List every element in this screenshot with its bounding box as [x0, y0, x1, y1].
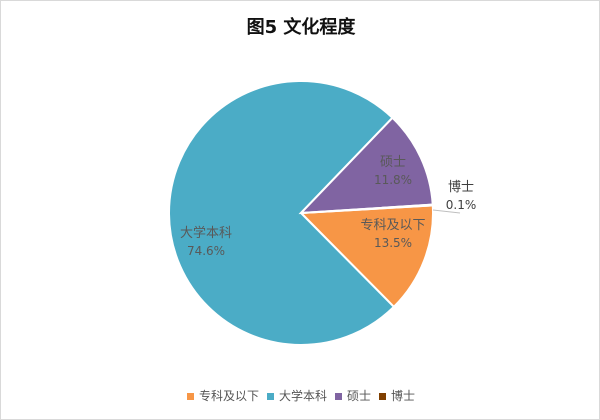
pie-slice-0 [298, 204, 434, 309]
legend-item: 博士 [379, 387, 415, 404]
legend-swatch [335, 393, 342, 400]
legend-swatch [379, 393, 387, 400]
legend-label: 硕士 [347, 389, 372, 403]
chart-title: 图5 文化程度 [246, 17, 356, 38]
data-label-category: 硕士 [380, 155, 406, 170]
data-label-category: 大学本科 [180, 225, 232, 241]
legend-label: 博士 [391, 389, 416, 403]
data-label-value: 11.8% [374, 173, 412, 187]
data-label-value: 13.5% [374, 236, 412, 250]
legend-item: 大学本科 [266, 387, 327, 404]
data-label-value: 0.1% [446, 198, 477, 212]
legend-item: 硕士 [335, 387, 371, 404]
pie-slice-2 [298, 116, 434, 215]
legend-label: 专科及以下 [198, 389, 259, 403]
pie-slice-3 [300, 203, 434, 214]
data-label-value: 74.6% [187, 244, 225, 258]
legend-swatch [266, 393, 274, 400]
leader-line [432, 209, 461, 214]
legend-item: 专科及以下 [186, 387, 259, 404]
data-label-category: 专科及以下 [360, 218, 425, 233]
legend: 专科及以下 大学本科 硕士 博士 [1, 387, 599, 404]
pie-slice-1 [168, 80, 396, 346]
legend-swatch [186, 393, 194, 400]
legend-label: 大学本科 [278, 389, 327, 403]
data-label-category: 博士 [448, 180, 474, 195]
